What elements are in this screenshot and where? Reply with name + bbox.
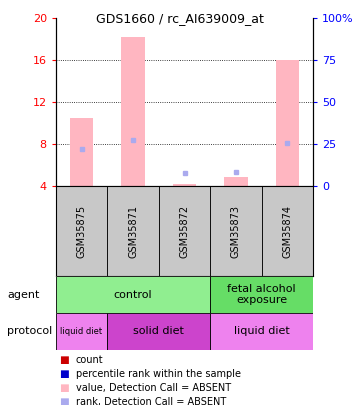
Text: count: count: [76, 355, 103, 365]
Text: ■: ■: [59, 369, 69, 379]
Bar: [56, 276, 210, 313]
Bar: [276, 60, 299, 186]
Text: protocol: protocol: [7, 326, 52, 337]
Text: ■: ■: [59, 355, 69, 365]
Bar: [107, 186, 159, 276]
Text: percentile rank within the sample: percentile rank within the sample: [76, 369, 240, 379]
Text: GSM35872: GSM35872: [180, 205, 189, 258]
Bar: [262, 186, 313, 276]
Text: fetal alcohol
exposure: fetal alcohol exposure: [228, 284, 296, 305]
Bar: [70, 118, 93, 186]
Bar: [210, 313, 313, 350]
Text: solid diet: solid diet: [133, 326, 184, 337]
Text: GSM35875: GSM35875: [77, 205, 86, 258]
Bar: [210, 186, 262, 276]
Text: GDS1660 / rc_AI639009_at: GDS1660 / rc_AI639009_at: [96, 12, 264, 25]
Text: GSM35871: GSM35871: [128, 205, 138, 258]
Text: liquid diet: liquid diet: [234, 326, 289, 337]
Text: rank, Detection Call = ABSENT: rank, Detection Call = ABSENT: [76, 397, 226, 405]
Bar: [224, 177, 248, 186]
Bar: [159, 186, 210, 276]
Text: value, Detection Call = ABSENT: value, Detection Call = ABSENT: [76, 383, 231, 393]
Bar: [56, 186, 107, 276]
Text: GSM35874: GSM35874: [283, 205, 292, 258]
Text: ■: ■: [59, 397, 69, 405]
Bar: [121, 37, 145, 186]
Bar: [107, 313, 210, 350]
Text: agent: agent: [7, 290, 39, 300]
Bar: [173, 184, 196, 186]
Bar: [210, 276, 313, 313]
Text: liquid diet: liquid diet: [60, 327, 103, 336]
Text: ■: ■: [59, 383, 69, 393]
Text: GSM35873: GSM35873: [231, 205, 241, 258]
Bar: [56, 313, 107, 350]
Text: control: control: [114, 290, 152, 300]
